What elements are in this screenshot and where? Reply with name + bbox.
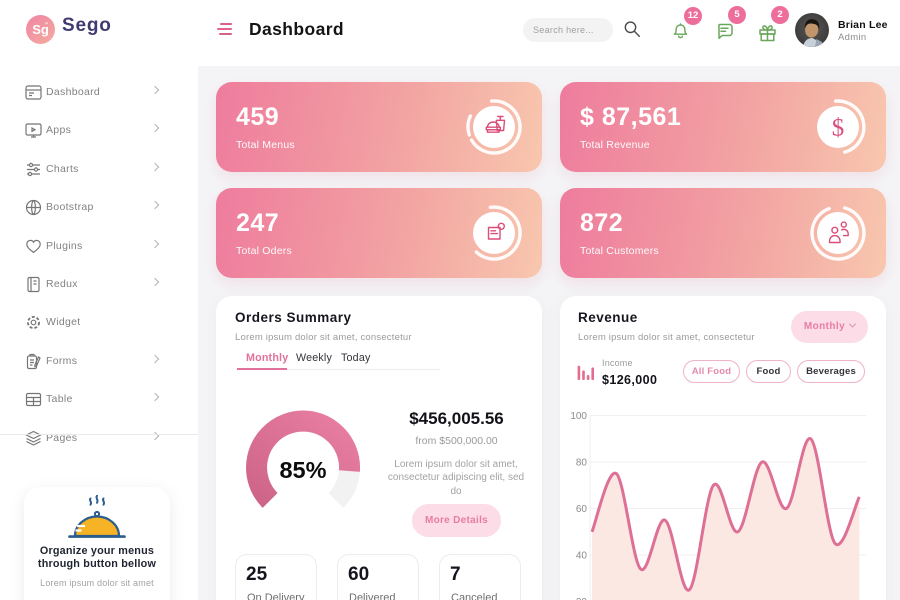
svg-text:85%: 85% <box>279 457 326 483</box>
svg-text:60: 60 <box>576 504 588 515</box>
svg-text:20: 20 <box>576 597 588 600</box>
svg-text:80: 80 <box>576 458 588 469</box>
svg-text:100: 100 <box>570 411 587 422</box>
svg-text:40: 40 <box>576 551 588 562</box>
svg-text:$: $ <box>832 115 845 142</box>
